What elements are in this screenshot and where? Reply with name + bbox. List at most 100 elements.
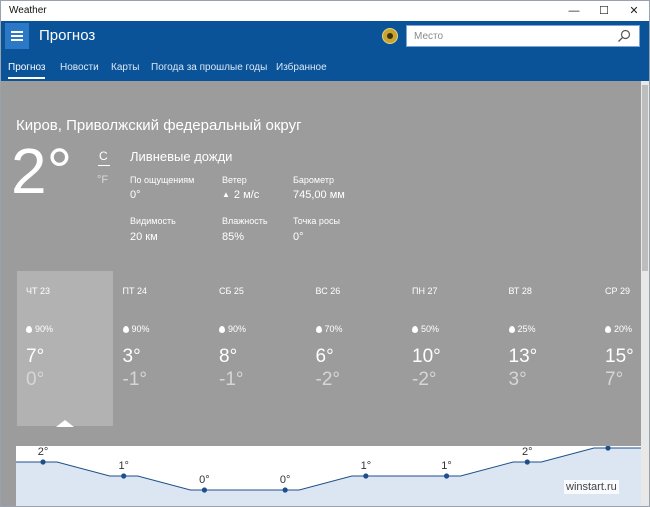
hamburger-menu-icon[interactable] [5,23,29,49]
nav-historical-weather[interactable]: Погода за прошлые годы [151,62,268,73]
visibility-label: Видимость [130,216,176,226]
current-temperature: 2° [11,135,73,207]
precipitation-value: 90% [131,324,150,334]
location-name: Киров, Приволжский федеральный округ [16,117,302,134]
hourly-temperature-chart: 2°1°0°0°1°1°2°3° [16,446,641,506]
unit-celsius-toggle[interactable]: C [99,149,108,163]
day-card[interactable]: ЧТ 23 90% 7° 0° [17,271,113,426]
precipitation-chance: 90% [219,324,246,334]
search-box[interactable] [406,25,640,47]
precipitation-value: 50% [421,324,440,334]
nav-favorites[interactable]: Избранное [276,62,327,73]
day-high-temp: 7° [26,346,45,367]
day-high-temp: 8° [219,346,238,367]
precipitation-value: 90% [228,324,247,334]
nav-forecast[interactable]: Прогноз [8,62,46,73]
visibility-value: 20 км [130,231,158,243]
day-card[interactable]: ПТ 24 90% 3° -1° [114,271,210,426]
precipitation-chance: 50% [412,324,439,334]
day-name: ЧТ 23 [26,286,51,296]
day-card[interactable]: СБ 25 90% 8° -1° [210,271,306,426]
hourly-point-label: 1° [118,460,129,472]
dew-point-value: 0° [293,231,304,243]
account-avatar-icon[interactable] [382,28,398,44]
hourly-chart-svg: 2°1°0°0°1°1°2°3° [16,446,641,506]
window-title: Weather [9,5,47,16]
precipitation-value: 25% [517,324,536,334]
day-name: ВС 26 [315,286,341,296]
precipitation-chance: 70% [315,324,343,334]
hourly-point-label: 0° [280,474,291,486]
day-card[interactable]: ВТ 28 25% 13° 3° [500,271,596,426]
day-high-temp: 13° [508,346,538,367]
hourly-point [443,473,450,479]
precipitation-value: 70% [324,324,343,334]
unit-fahrenheit-toggle[interactable]: °F [97,174,109,186]
day-name: ПТ 24 [122,286,147,296]
humidity-label: Влажность [222,216,268,226]
barometer-label: Барометр [293,175,334,185]
minimize-button[interactable]: — [568,5,580,17]
hourly-point-label: 1° [441,460,452,472]
hourly-point [363,473,369,479]
raindrop-icon [219,326,225,333]
wind-direction-icon: ▲ [222,190,230,199]
wind-label: Ветер [222,175,247,185]
day-low-temp: -1° [122,369,148,390]
day-card[interactable]: ПН 27 50% 10° -2° [403,271,499,426]
day-low-temp: 7° [605,369,624,390]
feels-like-label: По ощущениям [130,175,195,185]
scrollbar-thumb[interactable] [642,85,648,271]
weather-condition: Ливневые дожди [130,149,233,164]
day-high-temp: 3° [122,346,141,367]
day-card[interactable]: ВС 26 70% 6° -2° [307,271,403,426]
hourly-point [282,487,288,493]
hourly-point [524,459,530,465]
search-input[interactable] [407,26,607,46]
precipitation-chance: 90% [122,324,150,334]
active-tab-indicator [8,77,45,79]
wind-value-group: ▲ 2 м/с [222,189,259,201]
wind-value: 2 м/с [233,189,260,201]
close-button[interactable]: ✕ [629,5,639,17]
precipitation-chance: 20% [605,324,632,334]
vertical-scrollbar[interactable] [641,81,649,506]
hourly-area-fill [16,448,641,506]
title-bar: Weather — ☐ ✕ [1,1,649,21]
precipitation-value: 90% [35,324,54,334]
day-high-temp: 6° [315,346,334,367]
raindrop-icon [122,326,129,333]
day-name: СБ 25 [219,286,244,296]
hourly-point-label: 1° [361,460,372,472]
day-low-temp: -1° [219,369,244,390]
raindrop-icon [605,326,611,333]
nav-news[interactable]: Новости [60,62,99,73]
raindrop-icon [508,326,515,333]
hourly-point-label: 2° [522,446,533,458]
unit-divider [98,165,110,166]
dew-point-label: Точка росы [293,216,340,226]
selected-day-pointer [56,420,74,427]
hourly-point [40,459,46,465]
feels-like-value: 0° [130,189,141,201]
hourly-temp-line [16,447,641,491]
hourly-point [201,487,208,493]
day-low-temp: 3° [508,369,527,390]
day-name: СР 29 [605,286,631,296]
forecast-panel: Киров, Приволжский федеральный округ 2° … [1,81,641,506]
raindrop-icon [315,326,322,333]
humidity-value: 85% [222,231,245,243]
maximize-button[interactable]: ☐ [599,5,609,17]
barometer-value: 745,00 мм [293,189,345,201]
day-low-temp: 0° [26,369,45,390]
hourly-point [121,473,127,479]
day-card[interactable]: СР 29 20% 15° 7° [596,271,649,426]
day-high-temp: 10° [412,346,441,367]
precipitation-chance: 25% [508,324,536,334]
nav-maps[interactable]: Карты [111,62,140,73]
app-header: Прогноз Прогноз Новости Карты Погода за … [1,21,649,81]
day-low-temp: -2° [412,369,437,390]
search-icon[interactable] [617,29,631,43]
hourly-point-label: 0° [199,474,210,486]
